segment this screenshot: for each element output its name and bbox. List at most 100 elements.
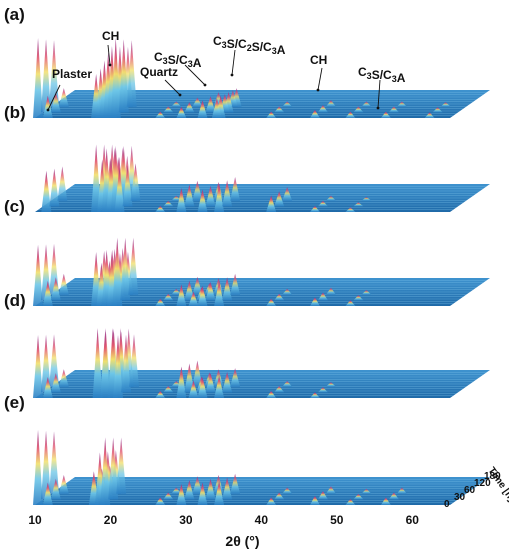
diffraction-peak — [317, 105, 328, 113]
diffraction-peak — [155, 206, 166, 212]
diffraction-peak — [309, 110, 320, 118]
diffraction-peak — [92, 328, 103, 398]
diffraction-peak — [121, 334, 131, 393]
diffraction-peak — [274, 293, 285, 301]
diffraction-peak — [325, 486, 336, 494]
diffraction-peak — [58, 475, 69, 494]
time-tick-label: 30 — [454, 492, 466, 503]
diffraction-peak — [128, 237, 139, 295]
diffraction-peak — [188, 291, 199, 306]
annotation-arrow — [164, 79, 181, 96]
diffraction-peak — [345, 300, 356, 306]
diffraction-peak — [222, 277, 233, 301]
annotation-arrow — [231, 49, 236, 76]
diffraction-peak — [231, 88, 242, 107]
diffraction-peak — [214, 280, 225, 306]
annotation-arrow — [47, 84, 61, 111]
diffraction-peak — [192, 276, 203, 295]
diffraction-peak — [197, 482, 208, 505]
diffraction-peak — [33, 38, 44, 118]
diffraction-peak — [214, 375, 225, 398]
peak-annotation: Quartz — [140, 65, 178, 79]
diffraction-peak — [345, 111, 356, 118]
diffraction-peak — [184, 184, 195, 207]
x-tick-label: 60 — [406, 513, 420, 527]
diffraction-peak — [192, 360, 203, 387]
diffraction-peak — [266, 497, 277, 505]
diffraction-peak — [215, 95, 226, 118]
diffraction-peak — [353, 202, 364, 207]
x-axis-label: 2θ (°) — [225, 533, 259, 549]
diffraction-peak — [361, 488, 372, 494]
annotation-arrow — [107, 44, 111, 66]
x-tick-label: 40 — [255, 513, 269, 527]
panel-label: (c) — [4, 197, 25, 216]
diffraction-peak — [353, 493, 364, 500]
diffraction-peak — [361, 290, 372, 295]
diffraction-peak — [192, 180, 203, 201]
diffraction-peak — [41, 170, 52, 212]
diffraction-peak — [57, 166, 68, 201]
diffraction-peak — [188, 380, 199, 398]
diffraction-peak — [155, 298, 166, 306]
diffraction-peak — [50, 478, 61, 500]
diffraction-peak — [116, 437, 127, 494]
diffraction-peak — [388, 492, 399, 500]
panel-label: (b) — [4, 103, 26, 122]
panel-c: (c) — [4, 197, 490, 306]
diffraction-peak — [163, 106, 174, 113]
diffraction-peak — [282, 101, 293, 107]
diffraction-peak — [230, 177, 241, 201]
panel-label: (a) — [4, 5, 25, 24]
diffraction-peak — [309, 392, 320, 398]
annotation-arrowhead — [46, 108, 50, 112]
annotation-arrow — [317, 67, 323, 91]
diffraction-peak — [213, 369, 224, 387]
peak-annotation: CH — [310, 53, 327, 67]
diffraction-peak — [163, 385, 174, 393]
diffraction-peak — [205, 373, 216, 393]
diffraction-peak — [325, 195, 336, 201]
diffraction-peak — [100, 437, 111, 505]
diffraction-peak — [325, 100, 336, 107]
panel-label: (e) — [4, 393, 25, 412]
x-tick-label: 50 — [330, 513, 344, 527]
diffraction-peak — [266, 391, 277, 398]
diffraction-peak — [230, 273, 241, 295]
diffraction-peak — [42, 377, 53, 398]
diffraction-peak — [353, 106, 364, 113]
diffraction-peak — [205, 478, 216, 500]
diffraction-peak — [274, 385, 285, 393]
diffraction-peak — [58, 369, 69, 387]
diffraction-peak — [223, 91, 234, 113]
diffraction-peak — [184, 480, 195, 500]
diffraction-peak — [184, 363, 195, 393]
time-tick-label: 180 — [484, 471, 501, 482]
panel-b: (b) — [4, 103, 490, 212]
diffraction-peak — [41, 430, 52, 500]
diffraction-peak — [129, 334, 139, 387]
diffraction-peak — [184, 280, 195, 301]
diffraction-peak — [176, 188, 187, 212]
annotation-arrowhead — [203, 83, 207, 87]
diffraction-peak — [58, 88, 69, 107]
diffraction-peak — [266, 111, 277, 118]
diffraction-peak — [282, 380, 293, 387]
diffraction-peak — [266, 298, 277, 306]
diffraction-peak — [388, 106, 399, 113]
x-tick-label: 20 — [104, 513, 118, 527]
annotations-layer: PlasterCHQuartzC3S/C3AC3S/C2S/C3ACHC3S/C… — [46, 29, 406, 112]
diffraction-peak — [176, 106, 187, 118]
diffraction-peak — [440, 102, 451, 107]
diffraction-peak — [171, 195, 182, 201]
diffraction-peak — [266, 195, 277, 212]
diffraction-peak — [171, 101, 182, 107]
diffraction-peak — [317, 491, 328, 500]
x-tick-label: 30 — [179, 513, 193, 527]
diffraction-peak — [163, 200, 174, 207]
peak-annotation: CH — [102, 29, 119, 43]
annotation-arrowhead — [316, 88, 320, 92]
diffraction-peak — [171, 487, 182, 494]
diffraction-peak — [282, 187, 293, 201]
